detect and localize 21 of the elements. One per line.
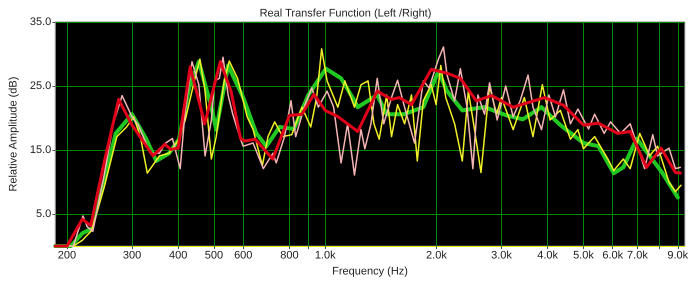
x-tick-label: 1.0k: [314, 250, 336, 262]
chart-title: Real Transfer Function (Left /Right): [260, 8, 432, 20]
y-axis-title: Relative Amplitude (dB): [8, 76, 20, 192]
x-tick-label: 4.0k: [537, 250, 559, 262]
x-axis-title: Frequency (Hz): [332, 266, 408, 278]
y-tick-label: 25.0: [30, 80, 52, 92]
x-tick-label: 300: [122, 250, 142, 262]
y-tick-label: 15.0: [30, 144, 52, 156]
x-tick-label: 5.0k: [573, 250, 594, 262]
x-tick-label: 500: [204, 250, 224, 262]
x-tick-label: 2.0k: [426, 250, 448, 262]
x-tick-label: 9.0k: [667, 250, 689, 262]
x-tick-label: 400: [168, 250, 188, 262]
x-tick-label: 200: [58, 250, 76, 262]
x-tick-label: 3.0k: [491, 250, 512, 262]
x-tick-label: 7.0k: [627, 250, 648, 262]
x-tick-label: 800: [280, 250, 299, 262]
y-tick-label: 35.0: [30, 16, 52, 28]
x-tick-label: 600: [234, 250, 252, 262]
x-tick-label: 6.0k: [602, 250, 624, 262]
y-tick-label: 5.0: [36, 208, 52, 220]
